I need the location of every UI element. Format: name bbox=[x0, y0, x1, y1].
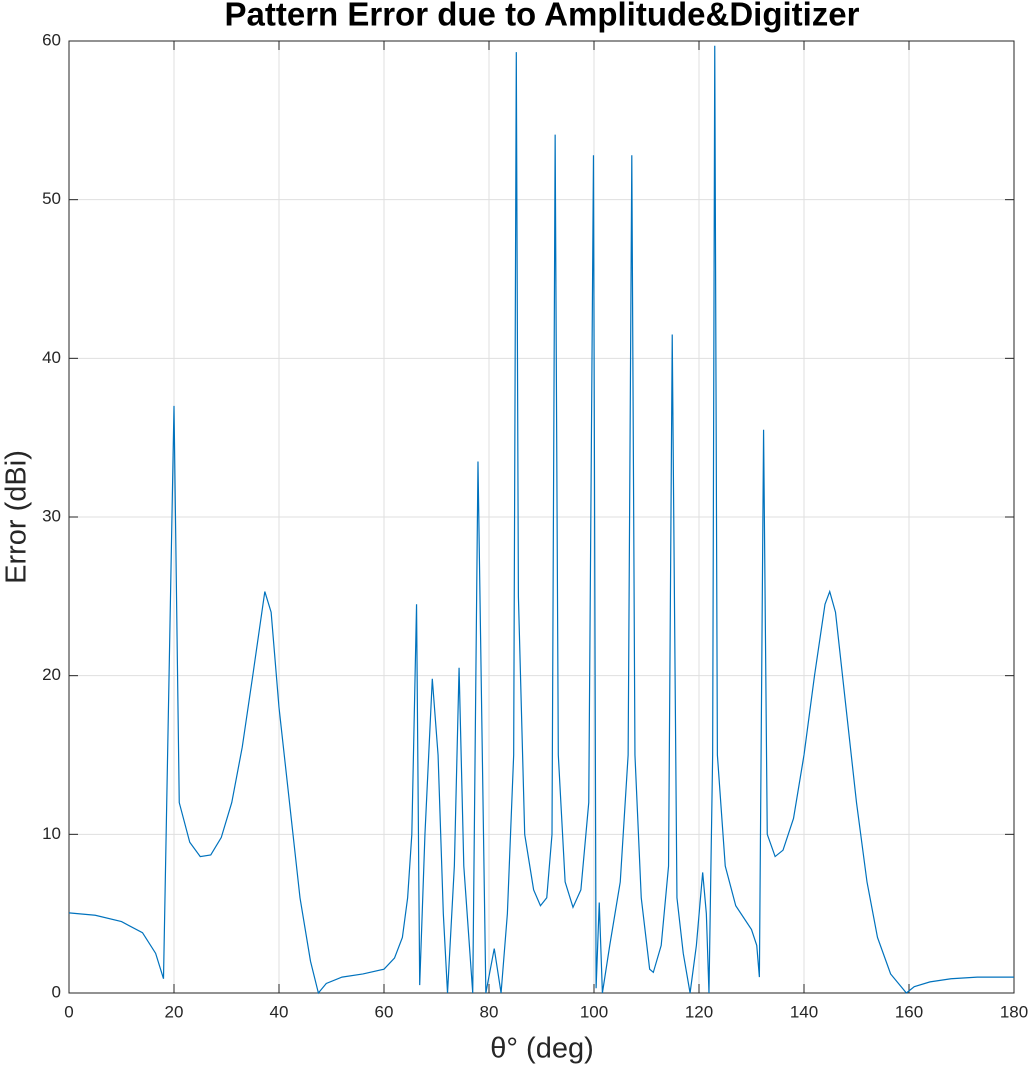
x-tick-label: 40 bbox=[270, 1002, 289, 1021]
data-line bbox=[68, 45, 1014, 995]
y-tick-label: 20 bbox=[42, 665, 61, 684]
x-tick-label: 180 bbox=[1000, 1002, 1028, 1021]
plot-frame bbox=[68, 40, 1015, 994]
chart-title: Pattern Error due to Amplitude&Digitizer bbox=[225, 0, 860, 33]
y-axis-label: Error (dBi) bbox=[1, 450, 33, 584]
x-tick-label: 60 bbox=[375, 1002, 394, 1021]
y-tick-label: 60 bbox=[42, 30, 61, 49]
y-tick-label: 50 bbox=[42, 189, 61, 208]
y-tick-label: 30 bbox=[42, 506, 61, 525]
x-tick-label: 0 bbox=[64, 1002, 73, 1021]
x-tick-label: 100 bbox=[580, 1002, 608, 1021]
y-tick-label: 0 bbox=[52, 982, 61, 1001]
y-tick-label: 40 bbox=[42, 348, 61, 367]
y-tick-label: 10 bbox=[42, 824, 61, 843]
x-tick-label: 80 bbox=[480, 1002, 499, 1021]
x-tick-label: 140 bbox=[790, 1002, 818, 1021]
x-tick-label: 160 bbox=[895, 1002, 923, 1021]
x-tick-label: 120 bbox=[685, 1002, 713, 1021]
x-axis-label: θ° (deg) bbox=[490, 1033, 593, 1065]
x-tick-label: 20 bbox=[165, 1002, 184, 1021]
